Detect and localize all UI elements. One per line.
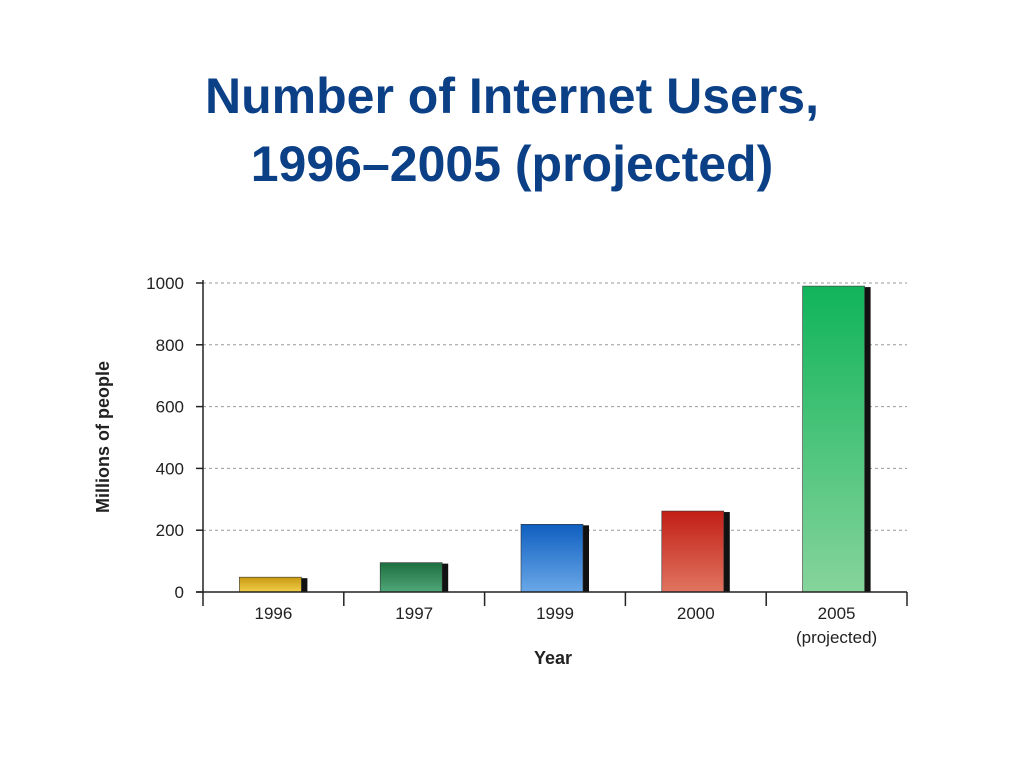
bar-shadow	[301, 578, 308, 592]
y-tick-label: 200	[156, 521, 184, 540]
x-tick-label: 1996	[254, 604, 292, 623]
title-line-1: Number of Internet Users,	[204, 68, 819, 124]
title-line-2: 1996–2005 (projected)	[250, 136, 774, 192]
gridlines	[203, 282, 907, 531]
bar-2005	[802, 285, 865, 593]
bars	[239, 285, 871, 593]
x-tick-label: 2005	[818, 604, 856, 623]
bar-2000	[661, 510, 725, 593]
y-tick-label: 800	[156, 336, 184, 355]
tick-labels: 0 200 400 600 800 1000 1996 1997 1999 2000 2005 (pr…	[146, 274, 877, 647]
x-tick-sublabel: (projected)	[796, 628, 877, 647]
bar-shadow	[583, 525, 589, 592]
y-tick-label: 0	[175, 583, 184, 602]
y-tick-label: 400	[156, 459, 184, 478]
slide-title: Number of Internet Users, 1996–2005 (pro…	[0, 62, 1024, 198]
bar-shadow	[723, 512, 730, 592]
y-tick-label: 1000	[146, 274, 184, 293]
bar-shadow	[864, 287, 871, 592]
x-tick-label: 1999	[536, 604, 574, 623]
bar-1999	[520, 524, 584, 593]
bar-1996	[239, 576, 302, 593]
axes	[196, 280, 908, 606]
bar-1997	[379, 562, 443, 593]
bar-shadow	[442, 563, 449, 592]
x-axis-title: Year	[534, 648, 572, 668]
y-tick-label: 600	[156, 398, 184, 417]
x-tick-label: 2000	[677, 604, 715, 623]
x-tick-label: 1997	[395, 604, 433, 623]
y-axis-title: Millions of people	[93, 361, 113, 513]
